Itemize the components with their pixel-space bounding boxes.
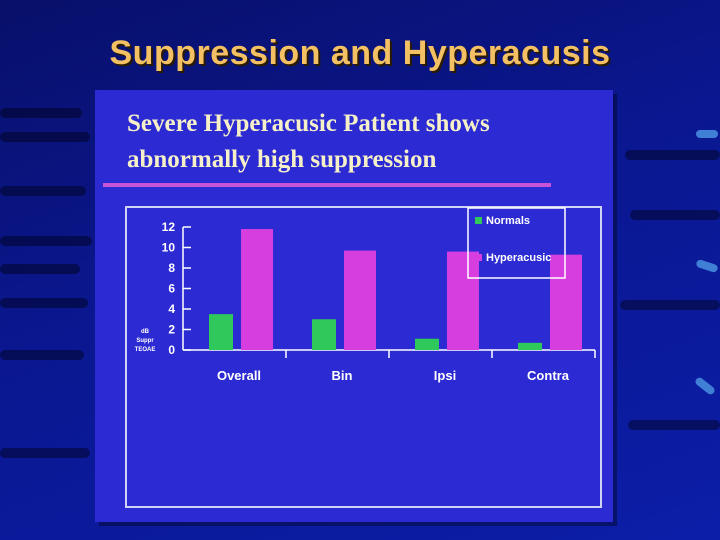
x-axis-labels: Overall Bin Ipsi Contra: [217, 350, 596, 383]
legend-label-normals: Normals: [486, 215, 530, 227]
y-axis-label: dB Suppr TEOAE: [135, 329, 156, 353]
x-tick-label: Contra: [527, 368, 570, 383]
y-axis-label-word: Suppr: [136, 338, 154, 344]
bar-normals-ipsi: [415, 338, 439, 350]
bar-hyperacusic-overall: [241, 229, 273, 350]
slide-title: Suppression and Hyperacusis: [109, 34, 611, 72]
chart-bars: [209, 229, 582, 350]
bar-hyperacusic-ipsi: [447, 251, 479, 350]
x-tick-label: Ipsi: [434, 368, 456, 383]
legend-box: [467, 207, 566, 279]
bar-chart: dB Suppr TEOAE 0 2 4 6 8 10 12 Overall Bin Ipsi Con…: [125, 206, 602, 508]
bar-normals-overall: [209, 314, 233, 350]
legend-swatch-hyperacusic: [475, 254, 482, 261]
slide-panel: Severe Hyperacusic Patient shows abnorma…: [95, 90, 613, 522]
y-tick-label: 10: [162, 241, 176, 255]
y-tick-label: 12: [162, 220, 176, 234]
legend-swatch-normals: [475, 217, 482, 224]
x-tick-label: Overall: [217, 368, 261, 383]
y-axis-label-word: TEOAE: [135, 347, 156, 353]
bar-hyperacusic-bin: [344, 250, 376, 350]
bar-normals-bin: [312, 319, 336, 350]
y-tick-label: 6: [168, 282, 175, 296]
y-tick-label: 0: [168, 343, 175, 357]
bar-hyperacusic-contra: [550, 254, 582, 350]
chart-heading-line-2: abnormally high suppression: [127, 146, 437, 173]
chart-legend: Normals Hyperacusic: [467, 207, 566, 279]
bar-normals-contra: [518, 342, 542, 350]
y-tick-label: 4: [168, 302, 175, 316]
chart-heading-line-1: Severe Hyperacusic Patient shows: [127, 110, 490, 137]
y-tick-label: 2: [168, 323, 175, 337]
heading-divider: [103, 183, 551, 187]
y-tick-label: 8: [168, 261, 175, 275]
legend-label-hyperacusic: Hyperacusic: [486, 252, 551, 264]
y-axis-label-word: dB: [141, 329, 150, 335]
chart-frame: [125, 206, 602, 508]
x-tick-label: Bin: [332, 368, 353, 383]
y-axis-ticks: 0 2 4 6 8 10 12: [162, 220, 191, 357]
